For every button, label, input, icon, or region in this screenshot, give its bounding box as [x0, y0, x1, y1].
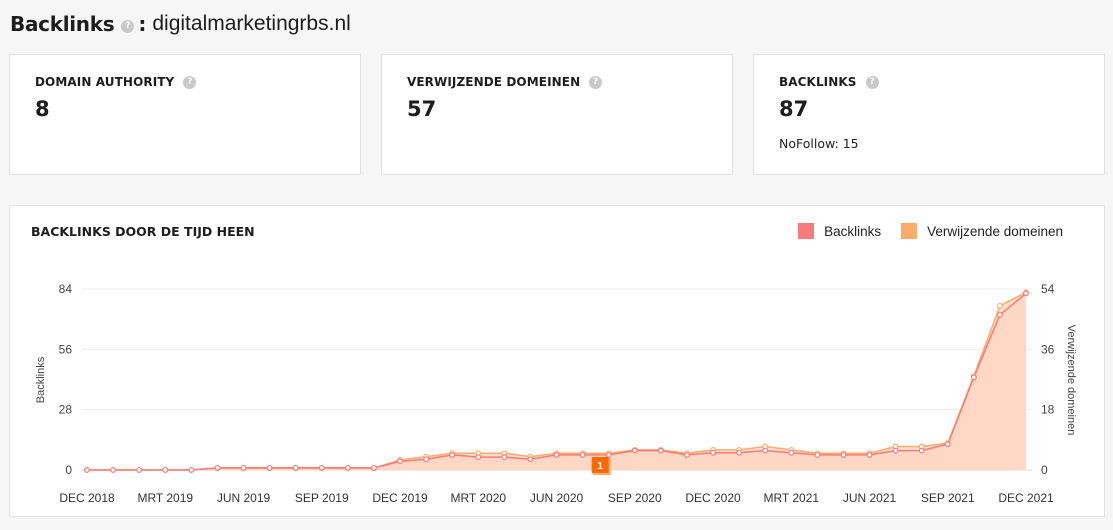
domain-name: digitalmarketingrbs.nl — [152, 12, 351, 35]
legend-label-backlinks: Backlinks — [824, 223, 882, 239]
legend-item-backlinks[interactable]: Backlinks — [798, 223, 881, 239]
page-header: Backlinks ? : digitalmarketingrbs.nl — [10, 11, 351, 37]
title-help-icon[interactable]: ? — [121, 19, 135, 33]
domain-authority-value: 8 — [35, 97, 50, 121]
page-title: Backlinks — [10, 12, 115, 36]
domain-authority-label: DOMAIN AUTHORITY — [35, 75, 175, 89]
legend-item-domains[interactable]: Verwijzende domeinen — [901, 223, 1063, 239]
referring-domains-label-row: VERWIJZENDE DOMEINEN ? — [407, 75, 603, 89]
legend-label-domains: Verwijzende domeinen — [927, 223, 1063, 239]
chart-legend: Backlinks Verwijzende domeinen — [778, 223, 1063, 239]
referring-domains-label: VERWIJZENDE DOMEINEN — [407, 75, 581, 89]
backlinks-help-icon[interactable]: ? — [865, 75, 879, 89]
referring-domains-help-icon[interactable]: ? — [589, 75, 603, 89]
domain-authority-card: DOMAIN AUTHORITY ? 8 — [9, 54, 361, 175]
backlinks-card: BACKLINKS ? 87 NoFollow: 15 — [753, 54, 1105, 175]
legend-swatch-domains — [901, 223, 918, 239]
backlinks-chart-card: BACKLINKS DOOR DE TIJD HEEN Backlinks Ve… — [9, 205, 1105, 517]
chart-title: BACKLINKS DOOR DE TIJD HEEN — [31, 224, 255, 239]
domain-authority-label-row: DOMAIN AUTHORITY ? — [35, 75, 197, 89]
nofollow-count: NoFollow: 15 — [779, 136, 859, 151]
backlinks-label-row: BACKLINKS ? — [779, 75, 879, 89]
domain-authority-help-icon[interactable]: ? — [183, 75, 197, 89]
title-separator: : — [138, 12, 147, 36]
backlinks-label: BACKLINKS — [779, 75, 857, 89]
legend-swatch-backlinks — [798, 223, 815, 239]
referring-domains-value: 57 — [407, 97, 437, 121]
backlinks-value: 87 — [779, 97, 809, 121]
referring-domains-card: VERWIJZENDE DOMEINEN ? 57 — [381, 54, 733, 175]
